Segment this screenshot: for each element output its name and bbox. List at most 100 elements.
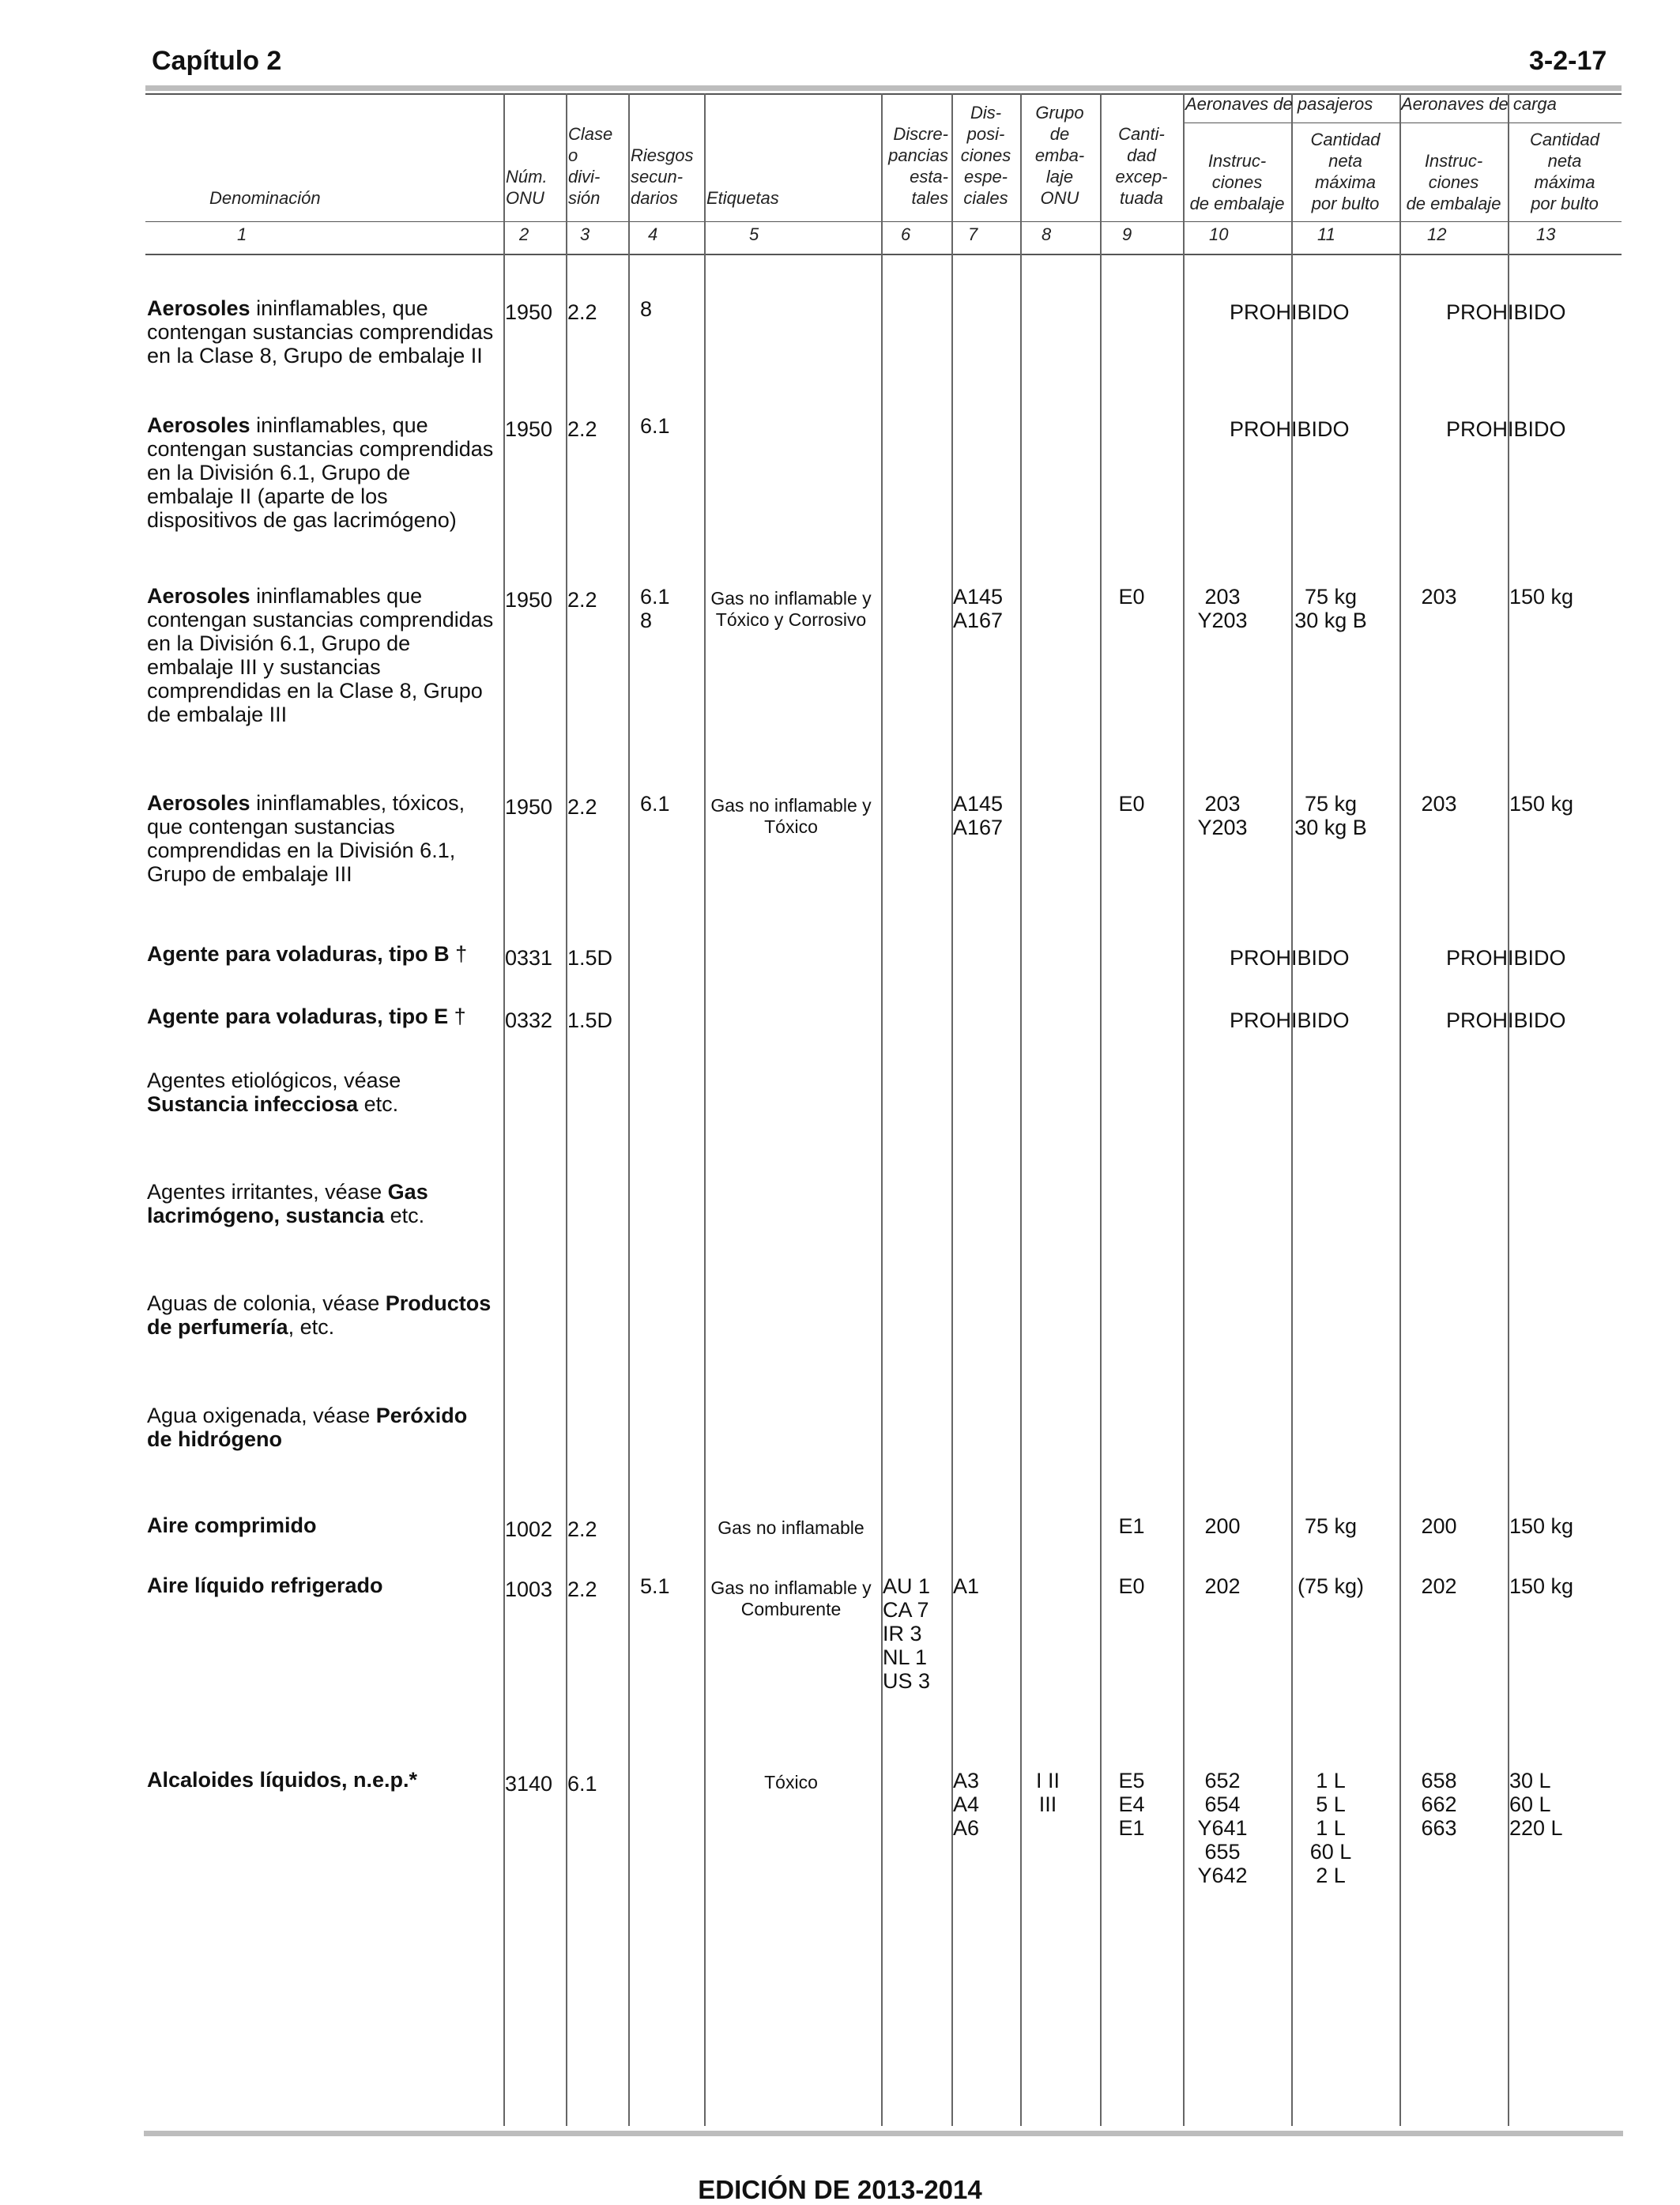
passenger-max-net-quantity: 75 kg 30 kg B xyxy=(1294,585,1367,632)
subsidiary-risk: 5.1 xyxy=(640,1574,670,1598)
header-denominacion: Denominación xyxy=(209,188,321,208)
packing-group: I II III xyxy=(1035,1769,1060,1816)
cargo-prohibited: PROHIBIDO xyxy=(1446,1008,1566,1032)
class-division: 2.2 xyxy=(567,795,597,819)
entry-name: Agente para voladuras, tipo E † xyxy=(147,1004,466,1028)
special-provisions: A3 A4 A6 xyxy=(953,1769,980,1840)
cargo-prohibited: PROHIBIDO xyxy=(1446,300,1566,324)
table-hline xyxy=(1183,122,1622,123)
cargo-max-net-quantity: 150 kg xyxy=(1509,1514,1574,1538)
table-vline xyxy=(503,93,505,2126)
passenger-packing-instruction: 652 654 Y641 655 Y642 xyxy=(1197,1769,1248,1887)
table-vline xyxy=(951,93,953,2126)
edition-footer: EDICIÓN DE 2013-2014 xyxy=(698,2175,982,2204)
column-number: 7 xyxy=(968,224,978,244)
header-car-cantidad: Cantidad neta máxima por bulto xyxy=(1529,130,1600,213)
column-number: 1 xyxy=(237,224,247,244)
class-division: 1.5D xyxy=(567,1008,613,1032)
un-number: 0332 xyxy=(505,1008,553,1032)
passenger-packing-instruction: 202 xyxy=(1204,1574,1241,1598)
column-number: 13 xyxy=(1536,224,1556,244)
class-division: 1.5D xyxy=(567,946,613,970)
labels: Gas no inflamable xyxy=(718,1517,864,1538)
cargo-packing-instruction: 203 xyxy=(1421,792,1457,816)
cargo-packing-instruction: 203 xyxy=(1421,585,1457,609)
class-division: 2.2 xyxy=(567,588,597,612)
table-vline xyxy=(1508,93,1509,2126)
un-number: 1950 xyxy=(505,795,553,819)
entry-name: Agua oxigenada, véase Peróxido de hidróg… xyxy=(147,1404,468,1451)
excepted-quantity: E0 xyxy=(1118,792,1145,816)
header-clase: Clase o divi-sión xyxy=(568,124,613,208)
table-vline xyxy=(1020,93,1022,2126)
passenger-packing-instruction: 200 xyxy=(1204,1514,1241,1538)
class-division: 2.2 xyxy=(567,417,597,441)
column-number: 3 xyxy=(580,224,590,244)
column-number: 8 xyxy=(1042,224,1052,244)
excepted-quantity: E0 xyxy=(1118,585,1145,609)
excepted-quantity: E1 xyxy=(1118,1514,1145,1538)
cargo-packing-instruction: 200 xyxy=(1421,1514,1457,1538)
subsidiary-risk: 6.1 xyxy=(640,414,670,438)
header-grupo: Grupo de emba-laje ONU xyxy=(1034,103,1085,208)
cargo-packing-instruction: 202 xyxy=(1421,1574,1457,1598)
class-division: 6.1 xyxy=(567,1772,597,1796)
labels: Gas no inflamable y Tóxico y Corrosivo xyxy=(710,588,872,630)
entry-name: Agentes irritantes, véase Gas lacrimógen… xyxy=(147,1180,428,1227)
column-number: 6 xyxy=(901,224,911,244)
un-number: 1002 xyxy=(505,1517,553,1541)
subsidiary-risk: 6.1 xyxy=(640,792,670,816)
entry-name: Aerosoles ininflamables, tóxicos, que co… xyxy=(147,791,465,886)
un-number: 1950 xyxy=(505,300,553,324)
cargo-max-net-quantity: 150 kg xyxy=(1509,1574,1574,1598)
passenger-prohibited: PROHIBIDO xyxy=(1230,417,1350,441)
top-rule xyxy=(145,85,1622,91)
header-discrepancias: Discre-pancias esta-tales xyxy=(888,124,948,208)
header-pas-cantidad: Cantidad neta máxima por bulto xyxy=(1310,130,1381,213)
header-carga: Aeronaves de carga xyxy=(1401,94,1557,114)
cargo-prohibited: PROHIBIDO xyxy=(1446,946,1566,970)
class-division: 2.2 xyxy=(567,300,597,324)
table-vline xyxy=(881,93,883,2126)
special-provisions: A1 xyxy=(953,1574,980,1598)
entry-name: Aire líquido refrigerado xyxy=(147,1574,383,1597)
un-number: 1950 xyxy=(505,588,553,612)
class-division: 2.2 xyxy=(567,1517,597,1541)
entry-name: Aerosoles ininflamables, que contengan s… xyxy=(147,296,494,368)
bottom-rule xyxy=(144,2131,1623,2136)
passenger-max-net-quantity: 75 kg xyxy=(1304,1514,1358,1538)
table-vline xyxy=(628,93,630,2126)
entry-name: Agente para voladuras, tipo B † xyxy=(147,942,468,966)
header-pasajeros: Aeronaves de pasajeros xyxy=(1185,94,1373,114)
passenger-packing-instruction: 203 Y203 xyxy=(1197,792,1248,839)
class-division: 2.2 xyxy=(567,1577,597,1601)
header-cantidad-exceptuada: Canti-dad excep-tuada xyxy=(1115,124,1168,208)
entry-name: Aire comprimido xyxy=(147,1513,317,1537)
cargo-packing-instruction: 658 662 663 xyxy=(1421,1769,1457,1840)
header-car-instrucciones: Instruc-ciones de embalaje xyxy=(1406,151,1501,213)
header-riesgos: Riesgos secun-darios xyxy=(631,145,694,208)
entry-name: Aerosoles ininflamables que contengan su… xyxy=(147,584,494,726)
un-number: 1003 xyxy=(505,1577,553,1601)
passenger-packing-instruction: 203 Y203 xyxy=(1197,585,1248,632)
entry-name: Aerosoles ininflamables, que contengan s… xyxy=(147,413,494,532)
column-number: 10 xyxy=(1209,224,1229,244)
un-number: 0331 xyxy=(505,946,553,970)
passenger-max-net-quantity: (75 kg) xyxy=(1297,1574,1365,1598)
passenger-max-net-quantity: 75 kg 30 kg B xyxy=(1294,792,1367,839)
entry-name: Aguas de colonia, véase Productos de per… xyxy=(147,1291,492,1339)
cargo-prohibited: PROHIBIDO xyxy=(1446,417,1566,441)
table-vline xyxy=(1291,93,1293,2126)
table-hline xyxy=(145,221,1622,222)
entry-name: Agentes etiológicos, véase Sustancia inf… xyxy=(147,1069,401,1116)
special-provisions: A145 A167 xyxy=(953,585,1004,632)
cargo-max-net-quantity: 150 kg xyxy=(1509,792,1574,816)
header-disposiciones: Dis-posi-ciones espe-ciales xyxy=(960,103,1011,208)
header-pas-instrucciones: Instruc-ciones de embalaje xyxy=(1189,151,1285,213)
un-number: 1950 xyxy=(505,417,553,441)
table-vline xyxy=(704,93,706,2126)
state-variations: AU 1 CA 7 IR 3 NL 1 US 3 xyxy=(883,1574,931,1693)
header-etiquetas: Etiquetas xyxy=(706,188,779,208)
table-hline xyxy=(145,93,1622,95)
